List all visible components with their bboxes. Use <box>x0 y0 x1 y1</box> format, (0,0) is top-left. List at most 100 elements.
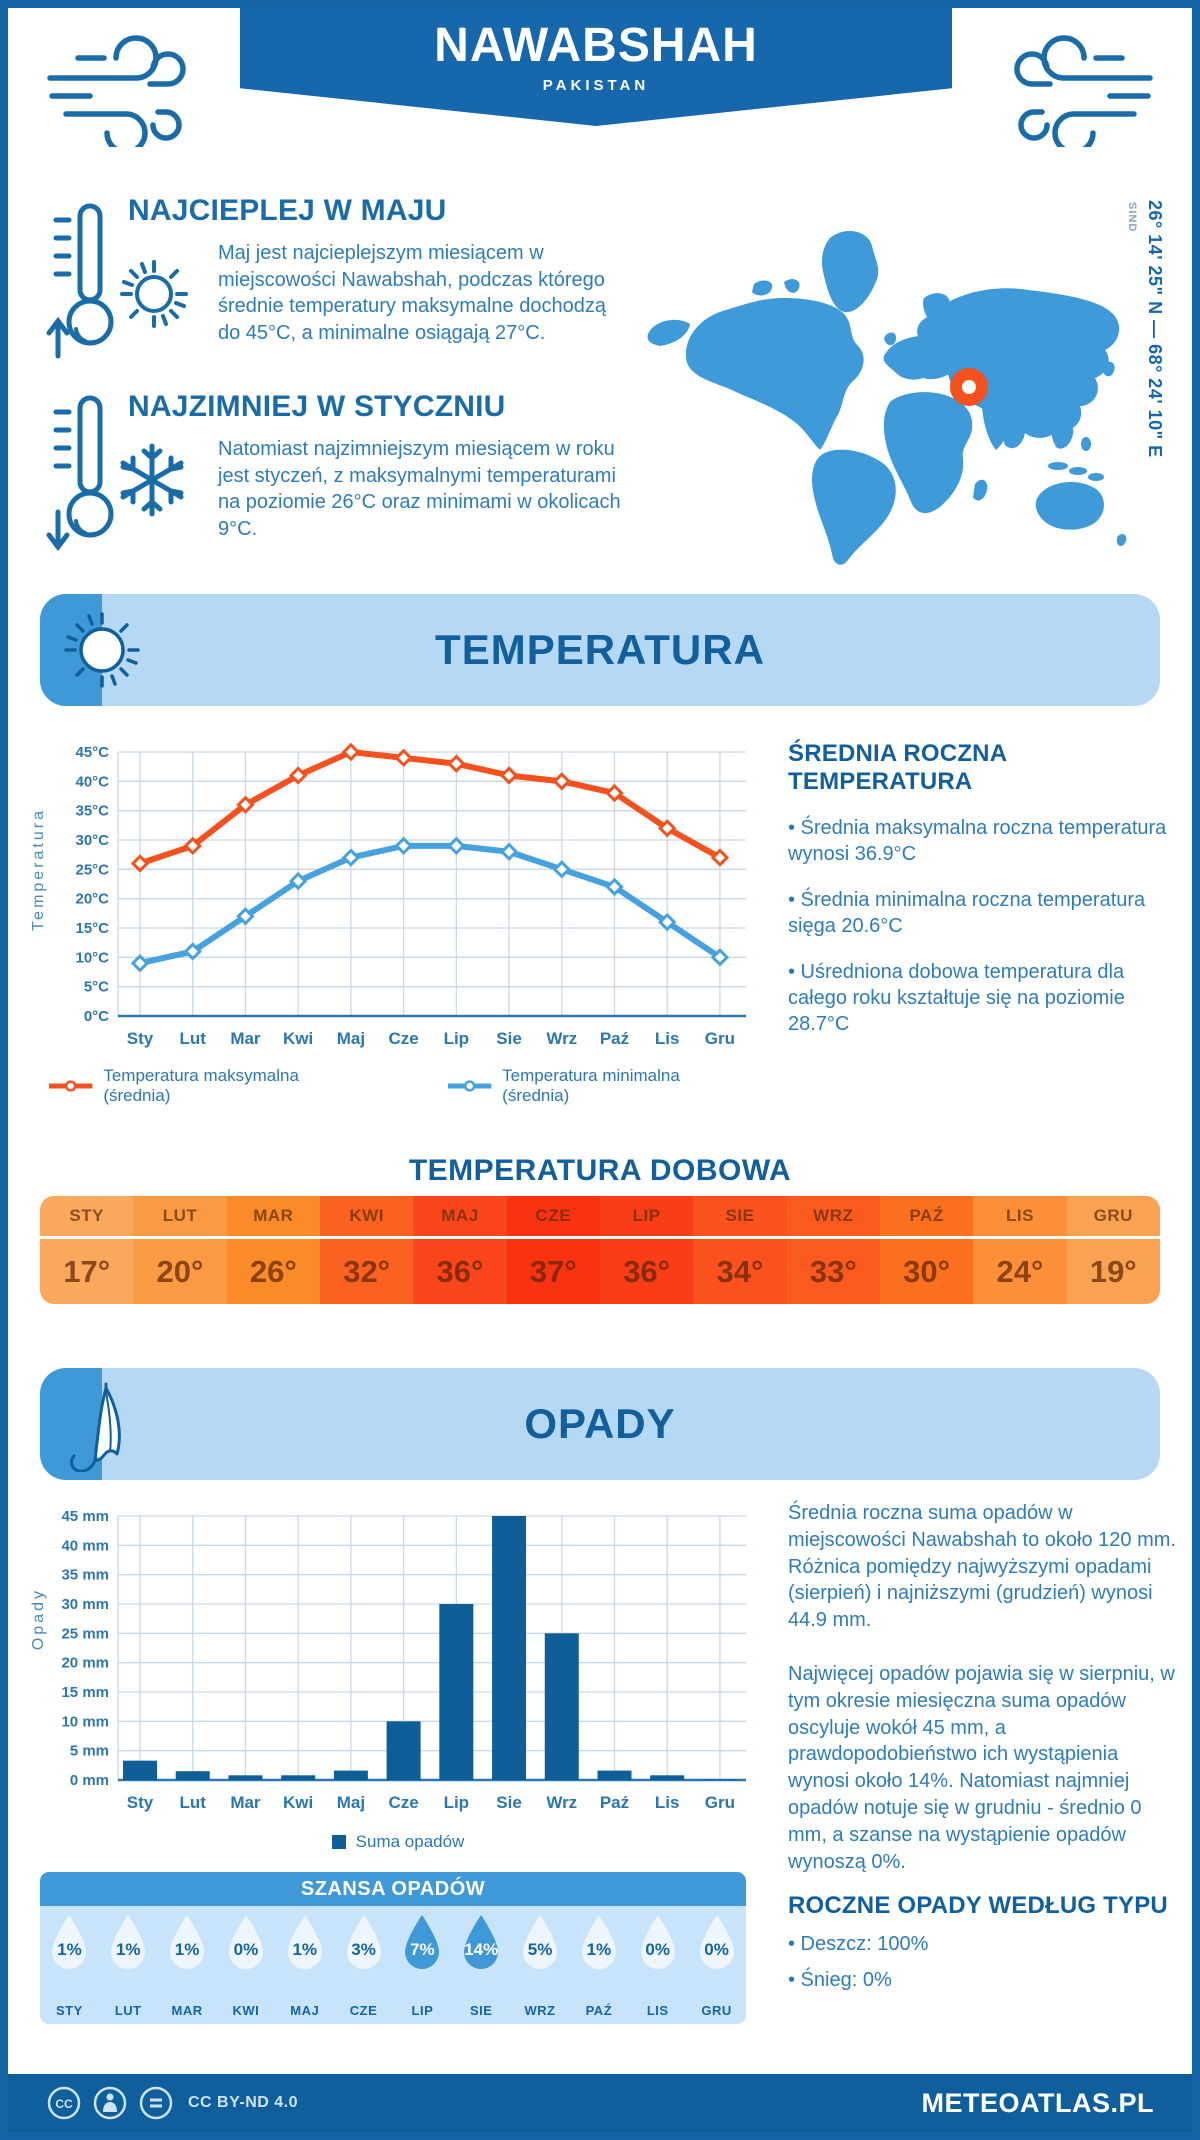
page-subtitle: PAKISTAN <box>542 77 650 94</box>
umbrella-icon <box>70 1382 121 1472</box>
precip-chance-drops: 1% STY 1% LUT 1% MAR 0% KWI 1% MAJ 3% CZ… <box>40 1906 746 2024</box>
daily-temp-cell: STY 17° <box>40 1196 134 1304</box>
daily-temp-cell: WRZ 33° <box>786 1196 880 1304</box>
svg-text:Wrz: Wrz <box>546 1029 577 1048</box>
site-name: METEOATLAS.PL <box>921 2087 1154 2118</box>
daily-temp-cell: MAJ 36° <box>413 1196 507 1304</box>
daily-temp-month: LUT <box>133 1196 227 1239</box>
drop-icon <box>287 1915 322 1969</box>
legend-line-marker <box>447 1080 492 1092</box>
svg-text:Cze: Cze <box>388 1029 418 1048</box>
sun-icon <box>64 612 140 688</box>
highlight-title-warmest: NAJCIEPLEJ W MAJU <box>128 194 447 227</box>
thermometer-down-icon <box>46 395 114 552</box>
svg-text:30 mm: 30 mm <box>61 1596 109 1613</box>
highlight-title-coldest: NAJZIMNIEJ W STYCZNIU <box>128 390 506 423</box>
daily-temp-month: MAR <box>226 1196 320 1239</box>
daily-temperature-table: STY 17° LUT 20° MAR 26° KWI 32° MAJ 36° CZE 3… <box>40 1196 1160 1304</box>
legend-line-marker <box>48 1080 93 1092</box>
daily-temp-month: GRU <box>1066 1196 1160 1239</box>
annual-temperature-title: ŚREDNIA ROCZNA TEMPERATURA <box>788 740 1007 795</box>
sun-icon <box>120 260 188 328</box>
legend-square-marker <box>331 1835 346 1849</box>
precipitation-paragraphs: Średnia roczna suma opadów w miejscowośc… <box>788 1500 1180 1875</box>
precip-chance-cell: 3% CZE <box>334 1906 393 2024</box>
daily-temp-value: 34° <box>716 1253 764 1289</box>
daily-temp-cell: SIE 34° <box>693 1196 787 1304</box>
legend-label: Suma opadów <box>355 1832 465 1851</box>
daily-temp-cell: LIP 36° <box>599 1196 694 1304</box>
license-label: CC BY-ND 4.0 <box>188 2094 299 2111</box>
daily-temp-month: WRZ <box>786 1196 880 1239</box>
cc-license-icons: CC <box>46 2085 174 2121</box>
daily-temp-value: 37° <box>529 1253 577 1289</box>
precip-chance-month: LUT <box>114 2003 142 2018</box>
drop-icon <box>581 1915 616 1969</box>
precip-chance-month: GRU <box>701 2003 732 2018</box>
svg-text:Lip: Lip <box>444 1793 470 1812</box>
cc-icon: CC <box>47 2086 81 2120</box>
svg-text:Gru: Gru <box>705 1793 735 1812</box>
location-marker <box>950 368 988 406</box>
svg-text:Lip: Lip <box>444 1029 470 1048</box>
precip-chance-month: LIP <box>411 2003 434 2018</box>
svg-text:Paź: Paź <box>600 1029 629 1048</box>
precip-chance-value: 1% <box>292 1940 318 1959</box>
svg-text:Sty: Sty <box>127 1793 154 1812</box>
precip-chance-month: PAŹ <box>585 2003 613 2018</box>
precip-chance-month: CZE <box>349 2003 378 2018</box>
temperature-line-chart: 0°C 5°C 10°C 15°C 20°C 25°C 30°C 35°C 40°C 45°C St… <box>75 742 746 1048</box>
text-line: Najwięcej opadów pojawia się w sierpniu,… <box>788 1662 1175 1873</box>
daily-temp-cell: LIS 24° <box>973 1196 1067 1304</box>
svg-text:15°C: 15°C <box>75 920 109 937</box>
precip-chance-cell: 1% MAR <box>158 1906 217 2024</box>
precip-chart-legend: Suma opadów <box>48 1832 748 1852</box>
drop-icon <box>170 1915 205 1969</box>
precip-chance-month: MAR <box>171 2003 203 2018</box>
legend-label: Temperatura maksymalna (średnia) <box>103 1066 299 1105</box>
highlight-text-warmest: Maj jest najcieplejszym miesiącem w miej… <box>218 242 606 344</box>
precip-chance-value: 1% <box>115 1940 141 1959</box>
annual-temperature-panel: ŚREDNIA ROCZNA TEMPERATURA • Średnia mak… <box>788 740 1176 1038</box>
daily-temp-month: STY <box>40 1196 134 1239</box>
svg-text:30°C: 30°C <box>75 832 109 849</box>
drop-icon <box>346 1915 381 1969</box>
svg-text:5°C: 5°C <box>84 979 109 996</box>
daily-temp-value: 33° <box>809 1253 857 1289</box>
drop-icon <box>111 1915 146 1969</box>
drop-icon <box>640 1915 675 1969</box>
header-banner: NAWABSHAH PAKISTAN <box>240 8 952 126</box>
svg-text:35°C: 35°C <box>75 803 109 820</box>
svg-text:Mar: Mar <box>230 1793 261 1812</box>
daily-temp-month: LIP <box>599 1196 694 1239</box>
daily-temperature-title: TEMPERATURA DOBOWA <box>408 1154 792 1187</box>
precip-chance-value: 5% <box>527 1940 553 1959</box>
text-line: Średnia roczna suma opadów w miejscowośc… <box>788 1502 1176 1632</box>
svg-text:Sie: Sie <box>496 1029 522 1048</box>
drop-icon <box>228 1915 263 1969</box>
daily-temp-value: 17° <box>63 1253 111 1289</box>
precipitation-section-title: OPADY <box>524 1400 676 1447</box>
text-line: • Średnia maksymalna roczna temperatura … <box>788 817 1167 866</box>
precip-chance-cell: 14% SIE <box>452 1906 511 2024</box>
wind-icon <box>47 35 186 147</box>
precip-chance-value: 0% <box>645 1940 670 1959</box>
precipitation-type-panel: ROCZNE OPADY WEDŁUG TYPU • Deszcz: 100% •… <box>788 1892 1180 1992</box>
drop-icon <box>699 1915 734 1969</box>
svg-text:Sie: Sie <box>496 1793 522 1812</box>
svg-text:0°C: 0°C <box>84 1008 109 1025</box>
legend-label: Temperatura minimalna (średnia) <box>502 1066 680 1105</box>
drop-icon <box>464 1915 499 1969</box>
svg-text:Wrz: Wrz <box>546 1793 577 1812</box>
daily-temp-month: CZE <box>506 1196 600 1239</box>
precip-chance-month: KWI <box>232 2003 260 2018</box>
daily-temp-cell: MAR 26° <box>226 1196 320 1304</box>
text-line: • Uśredniona dobowa temperatura dla całe… <box>788 960 1125 1036</box>
daily-temp-value: 26° <box>249 1253 297 1289</box>
svg-text:45 mm: 45 mm <box>61 1508 109 1525</box>
svg-text:CC: CC <box>55 2097 73 2111</box>
precip-chance-title: SZANSA OPADÓW <box>40 1872 746 1906</box>
svg-text:Gru: Gru <box>705 1029 735 1048</box>
page-title: NAWABSHAH <box>434 19 758 72</box>
svg-text:25 mm: 25 mm <box>61 1625 109 1642</box>
